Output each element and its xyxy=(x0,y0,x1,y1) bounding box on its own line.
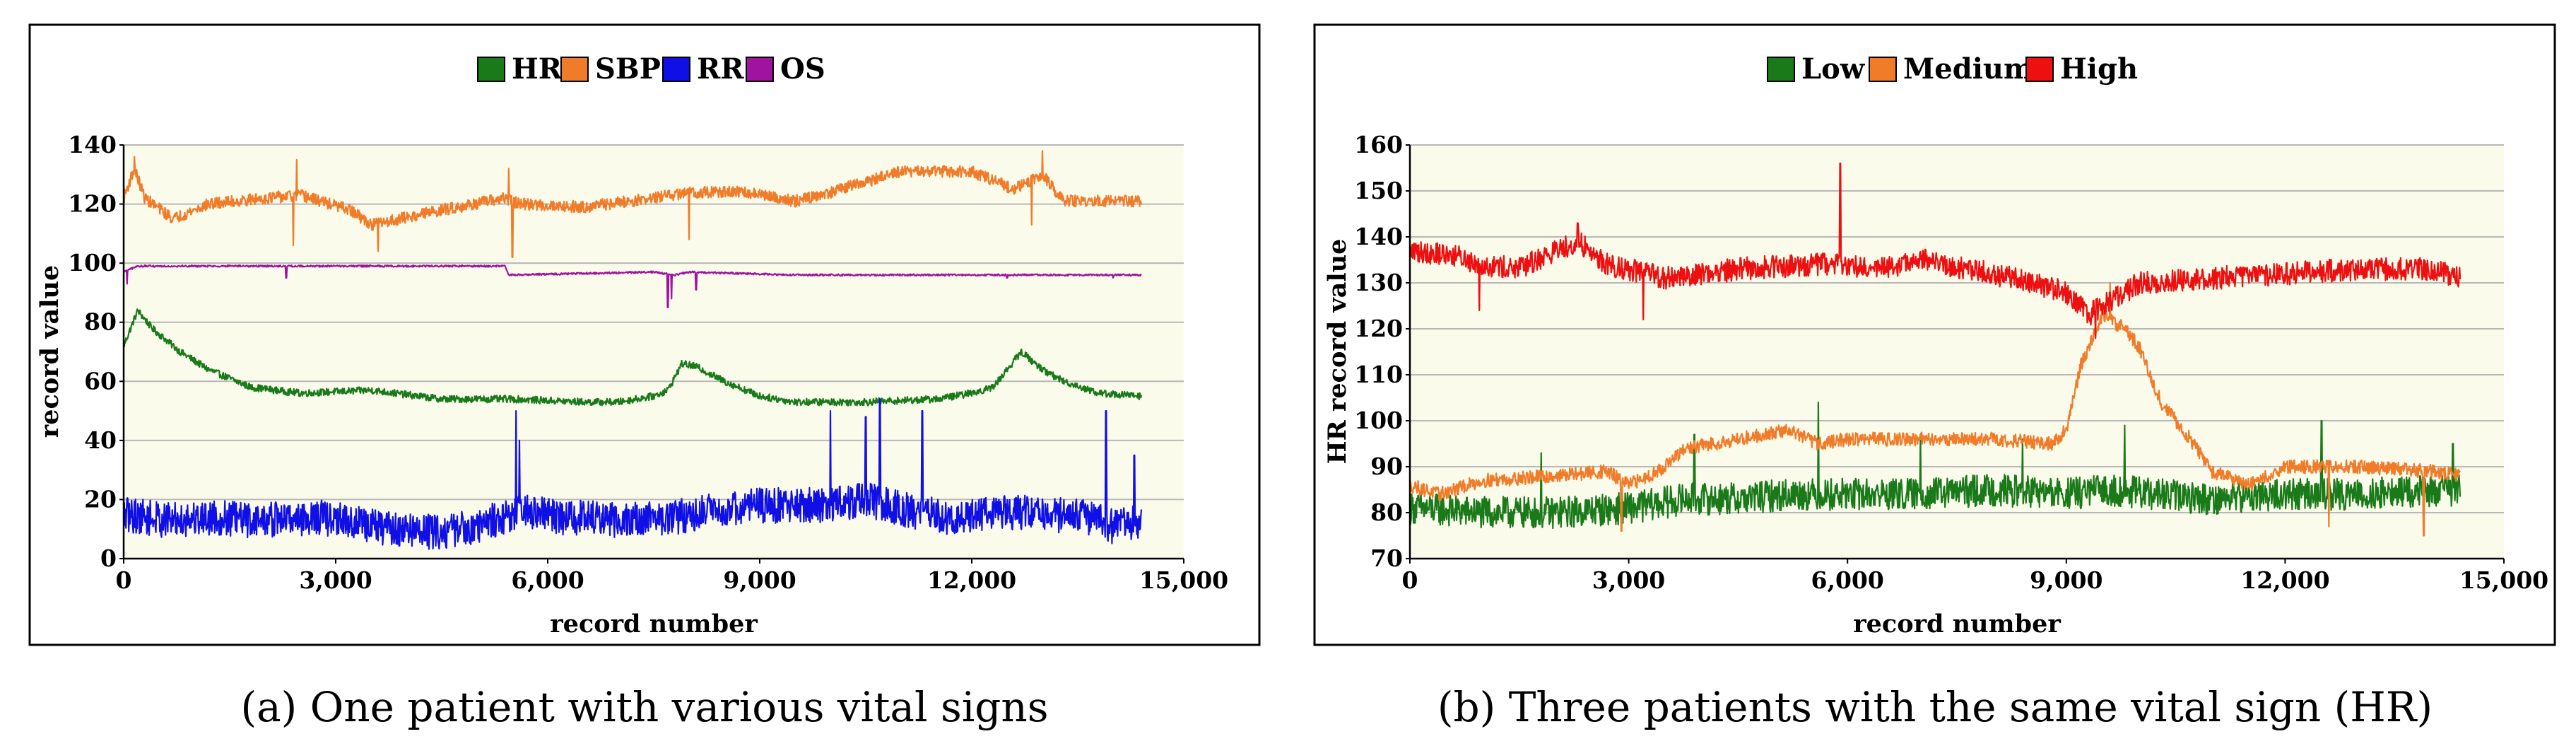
legend-label-os: OS xyxy=(780,52,825,86)
y-tick-label: 110 xyxy=(1354,361,1403,388)
x-tick-label: 12,000 xyxy=(927,566,1016,594)
axes-a: 0 20 40 60 80 100 120 140 0 3,000 6,000 9,000 12,000… xyxy=(68,131,1228,594)
legend-swatch-rr xyxy=(662,57,690,82)
y-tick-label: 100 xyxy=(1354,407,1403,434)
legend-label-hr: HR xyxy=(512,52,563,86)
y-axis-label-b: HR record value xyxy=(1323,239,1352,465)
x-tick-label: 0 xyxy=(1402,566,1418,594)
x-tick-label: 3,000 xyxy=(299,566,372,594)
x-tick-label: 9,000 xyxy=(2030,566,2102,594)
legend-label-medium: Medium xyxy=(1903,52,2033,86)
legend-swatch-low xyxy=(1767,57,1795,82)
x-tick-label: 6,000 xyxy=(1811,566,1884,594)
legend-swatch-high xyxy=(2025,57,2054,82)
legend-b: Low Medium High xyxy=(1767,52,2138,86)
y-tick-label: 90 xyxy=(1370,453,1403,480)
series-line-high xyxy=(1408,162,2462,339)
y-tick-label: 60 xyxy=(84,367,117,395)
series-line-low xyxy=(1408,401,2462,530)
panel-b: Low Medium High 70 80 90 100 110 120 130 140 150 16… xyxy=(1313,23,2556,731)
series-line-rr xyxy=(122,398,1143,550)
legend-swatch-sbp xyxy=(560,57,589,82)
series-line-hr xyxy=(122,308,1143,407)
y-tick-label: 100 xyxy=(68,249,117,276)
x-tick-label: 0 xyxy=(116,566,132,594)
y-tick-label: 120 xyxy=(68,190,117,218)
series-line-os xyxy=(123,264,1142,308)
x-tick-label: 12,000 xyxy=(2240,566,2329,594)
axes-b: 70 80 90 100 110 120 130 140 150 160 0 3,000 6,000 9,… xyxy=(1354,131,2548,594)
y-tick-label: 70 xyxy=(1370,544,1403,572)
legend-label-low: Low xyxy=(1801,52,1866,86)
y-tick-label: 80 xyxy=(84,308,117,336)
x-tick-label: 15,000 xyxy=(2459,566,2548,594)
y-tick-label: 120 xyxy=(1354,315,1403,342)
y-axis-label-a: record value xyxy=(35,265,64,438)
legend-label-sbp: SBP xyxy=(595,52,661,86)
caption-a: (a) One patient with various vital signs xyxy=(240,683,1048,731)
y-tick-label: 160 xyxy=(1354,131,1403,158)
legend-swatch-os xyxy=(746,57,774,82)
series-b xyxy=(1408,162,2462,537)
caption-b: (b) Three patients with the same vital s… xyxy=(1437,683,2433,731)
grid-a xyxy=(124,144,1184,501)
legend-a: HR SBP RR OS xyxy=(477,52,825,86)
x-tick-label: 6,000 xyxy=(511,566,584,594)
y-tick-label: 140 xyxy=(1354,223,1403,250)
x-tick-label: 3,000 xyxy=(1592,566,1665,594)
x-tick-label: 9,000 xyxy=(723,566,796,594)
y-tick-label: 140 xyxy=(68,131,117,158)
x-tick-label: 15,000 xyxy=(1139,566,1228,594)
panel-a: HR SBP RR OS 0 20 40 60 80 100 120 140 0 3,000 6,000 9… xyxy=(28,23,1261,731)
series-line-sbp xyxy=(122,150,1143,258)
y-tick-label: 130 xyxy=(1354,269,1403,296)
y-tick-label: 20 xyxy=(84,485,117,513)
legend-label-rr: RR xyxy=(697,52,744,86)
plot-area-a xyxy=(124,145,1184,559)
y-tick-label: 0 xyxy=(100,544,117,572)
y-tick-label: 150 xyxy=(1354,177,1403,204)
x-axis-label-b: record number xyxy=(1853,610,2061,639)
legend-swatch-hr xyxy=(477,57,505,82)
series-line-medium xyxy=(1409,281,2461,537)
x-axis-label-a: record number xyxy=(550,610,758,639)
series-a xyxy=(122,150,1143,550)
legend-label-high: High xyxy=(2060,52,2138,86)
y-tick-label: 80 xyxy=(1370,499,1403,526)
y-tick-label: 40 xyxy=(84,426,117,454)
legend-swatch-medium xyxy=(1869,57,1897,82)
